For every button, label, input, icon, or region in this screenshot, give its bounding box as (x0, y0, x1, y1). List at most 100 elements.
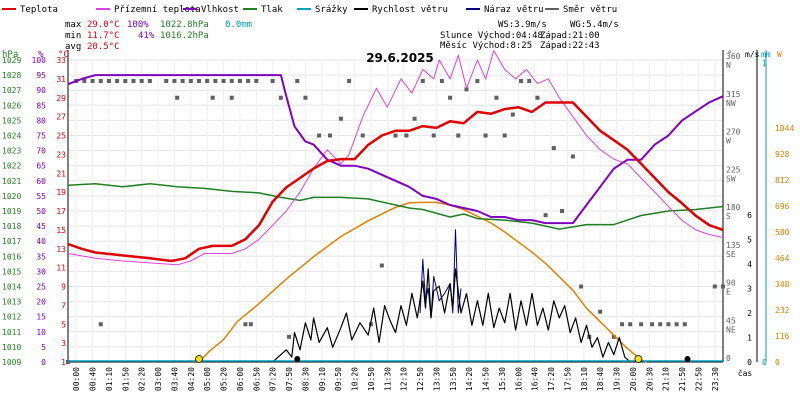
wind-dir-point (650, 322, 655, 327)
wind-unit-label: m/s (745, 50, 760, 59)
temp-tick-label: 7 (61, 301, 66, 310)
temp-tick-label: 19 (56, 188, 66, 197)
hum-tick-label: 20 (36, 298, 46, 307)
press-unit-label: hPa (2, 50, 18, 60)
dir-tick-label: 135 (726, 241, 741, 250)
solar-tick-label: 696 (775, 202, 790, 211)
solar-unit-label: W (777, 50, 782, 59)
info-sun-rise: Slunce Východ:04:48 (440, 31, 543, 41)
hum-tick-label: 50 (36, 207, 46, 216)
legend-label: Směr větru (563, 5, 617, 15)
hum-tick-label: 80 (36, 116, 46, 125)
press-tick-label: 1011 (2, 328, 21, 337)
wind-dir-point (674, 322, 679, 327)
stats-min-hum: 41% (138, 31, 155, 41)
wind-dir-point (139, 78, 144, 83)
x-tick-label: 14:50 (482, 367, 491, 391)
hum-tick-label: 25 (36, 283, 46, 292)
hum-tick-label: 75 (36, 132, 46, 141)
wind-speed-line (272, 268, 631, 363)
wind-dir-point (123, 78, 128, 83)
press-tick-label: 1010 (2, 343, 21, 352)
temp-tick-label: 13 (56, 245, 66, 254)
wind-dir-point (287, 334, 292, 339)
dir-tick-label: N (726, 61, 731, 70)
dir-tick-label: W (726, 137, 731, 146)
solar-tick-label: 928 (775, 150, 790, 159)
x-tick-label: 06:00 (236, 367, 245, 391)
wind-dir-point (213, 78, 218, 83)
wind-dir-point (543, 213, 548, 218)
x-tick-label: 05:20 (220, 367, 229, 391)
x-tick-label: 11:30 (383, 367, 392, 391)
wind-dir-point (246, 78, 251, 83)
press-tick-label: 1027 (2, 86, 21, 95)
wind-dir-point (82, 78, 87, 83)
dir-tick-label: 225 (726, 165, 741, 174)
wind-dir-point (448, 95, 453, 100)
press-tick-label: 1012 (2, 313, 21, 322)
x-tick-label: 10:50 (367, 367, 376, 391)
dir-tick-label: 0 (726, 354, 731, 363)
press-tick-label: 1026 (2, 101, 21, 110)
temp-tick-label: 9 (61, 283, 66, 292)
stats-min-label: min (65, 31, 81, 41)
hum-tick-label: 30 (36, 267, 46, 276)
wind-dir-point (611, 334, 616, 339)
x-tick-label: 23:30 (711, 367, 720, 391)
x-tick-label: 16:00 (514, 367, 523, 391)
x-tick-label: 19:30 (613, 367, 622, 391)
hum-tick-label: 70 (36, 147, 46, 156)
wind-dir-point (510, 112, 515, 117)
wind-dir-point (131, 78, 136, 83)
x-tick-label: 20:30 (645, 367, 654, 391)
wind-dir-point (666, 322, 671, 327)
wind-dir-point (188, 78, 193, 83)
wind-dir-point (317, 133, 322, 138)
dir-tick-label: 315 (726, 90, 741, 99)
x-tick-label: 18:40 (596, 367, 605, 391)
wind-tick-label: 5 (747, 236, 752, 245)
temp-tick-label: 11 (56, 264, 66, 273)
header-info: max 29.0°C 100% 1022.8hPa 0.0mm min 11.7… (65, 20, 619, 65)
legend-label: Tlak (261, 5, 283, 15)
hum-tick-label: 90 (36, 86, 46, 95)
wind-dir-point (237, 78, 242, 83)
dir-tick-label: NW (726, 99, 736, 108)
dir-tick-label: E (726, 288, 731, 297)
hum-tick-label: 100 (32, 56, 47, 65)
wind-dir-point (338, 116, 343, 121)
rain-tick-label: 1 (762, 59, 767, 68)
stats-min-press: 1016.2hPa (160, 31, 209, 41)
wind-dir-point (527, 78, 532, 83)
moon-marker (684, 356, 691, 362)
x-tick-label: 17:20 (547, 367, 556, 391)
x-tick-label: 08:30 (301, 367, 310, 391)
press-tick-label: 1016 (2, 252, 21, 261)
hum-tick-label: 15 (36, 313, 46, 322)
x-axis-label: čas (738, 368, 753, 378)
wind-dir-point (682, 322, 687, 327)
press-tick-label: 1009 (2, 358, 21, 367)
solar-tick-label: 812 (775, 176, 790, 185)
x-tick-label: 13:30 (432, 367, 441, 391)
press-tick-label: 1023 (2, 147, 21, 156)
wind-dir-point (248, 322, 253, 327)
wind-dir-point (115, 78, 120, 83)
press-tick-label: 1017 (2, 237, 21, 246)
x-tick-label: 05:00 (203, 367, 212, 391)
hum-tick-label: 95 (36, 71, 46, 80)
rain-unit-label: mm (761, 50, 771, 59)
dir-tick-label: SW (726, 174, 736, 183)
x-tick-label: 07:50 (285, 367, 294, 391)
press-tick-label: 1013 (2, 298, 21, 307)
stats-avg-label: avg (65, 42, 81, 52)
dir-tick-label: 180 (726, 203, 741, 212)
wind-dir-point (90, 78, 95, 83)
wind-dir-point (360, 133, 365, 138)
x-tick-label: 14:20 (465, 367, 474, 391)
press-tick-label: 1014 (2, 283, 21, 292)
x-tick-label: 20:00 (629, 367, 638, 391)
stats-min-temp: 11.7°C (87, 31, 120, 41)
wind-dir-point (620, 322, 625, 327)
